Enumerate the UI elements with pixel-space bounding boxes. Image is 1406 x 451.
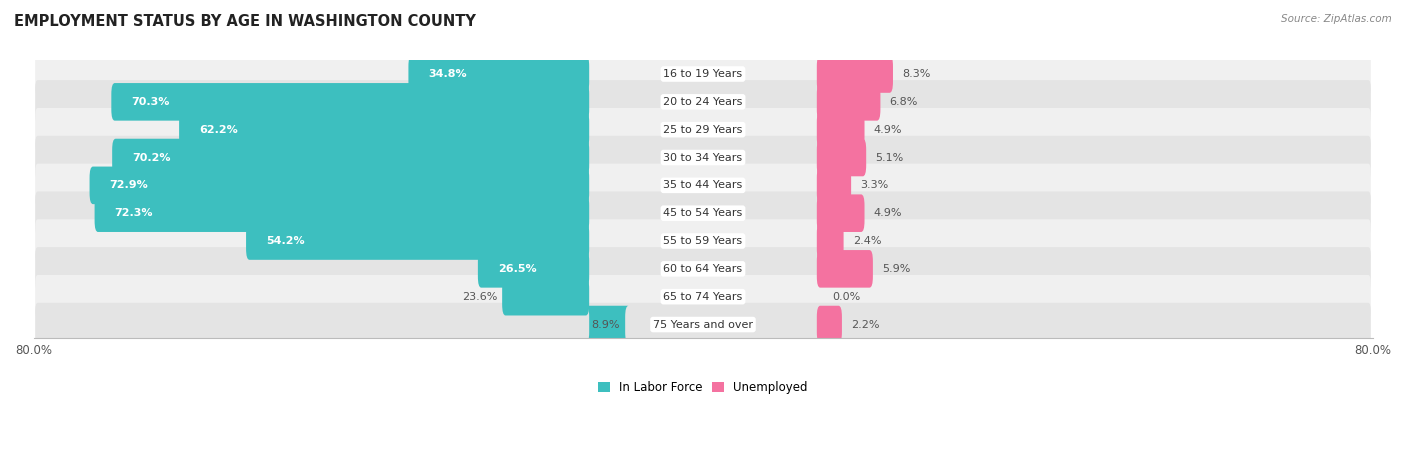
Text: Source: ZipAtlas.com: Source: ZipAtlas.com <box>1281 14 1392 23</box>
FancyBboxPatch shape <box>817 166 851 204</box>
Text: 62.2%: 62.2% <box>200 124 238 135</box>
Text: 70.2%: 70.2% <box>132 152 170 162</box>
FancyBboxPatch shape <box>817 111 865 148</box>
FancyBboxPatch shape <box>111 83 589 120</box>
Text: 55 to 59 Years: 55 to 59 Years <box>664 236 742 246</box>
FancyBboxPatch shape <box>817 194 865 232</box>
Text: 25 to 29 Years: 25 to 29 Years <box>664 124 742 135</box>
Text: 54.2%: 54.2% <box>266 236 305 246</box>
FancyBboxPatch shape <box>35 164 1371 207</box>
Text: 30 to 34 Years: 30 to 34 Years <box>664 152 742 162</box>
FancyBboxPatch shape <box>246 222 589 260</box>
Text: 2.2%: 2.2% <box>851 319 880 330</box>
FancyBboxPatch shape <box>179 111 589 148</box>
FancyBboxPatch shape <box>586 306 628 343</box>
FancyBboxPatch shape <box>35 219 1371 263</box>
FancyBboxPatch shape <box>817 250 873 288</box>
FancyBboxPatch shape <box>817 306 842 343</box>
FancyBboxPatch shape <box>502 278 589 316</box>
Text: 60 to 64 Years: 60 to 64 Years <box>664 264 742 274</box>
Text: 4.9%: 4.9% <box>873 124 903 135</box>
Text: EMPLOYMENT STATUS BY AGE IN WASHINGTON COUNTY: EMPLOYMENT STATUS BY AGE IN WASHINGTON C… <box>14 14 477 28</box>
Text: 45 to 54 Years: 45 to 54 Years <box>664 208 742 218</box>
FancyBboxPatch shape <box>35 303 1371 346</box>
FancyBboxPatch shape <box>35 80 1371 124</box>
Legend: In Labor Force, Unemployed: In Labor Force, Unemployed <box>598 381 808 394</box>
Text: 2.4%: 2.4% <box>853 236 882 246</box>
FancyBboxPatch shape <box>478 250 589 288</box>
Text: 0.0%: 0.0% <box>832 292 860 302</box>
FancyBboxPatch shape <box>112 139 589 176</box>
FancyBboxPatch shape <box>35 108 1371 152</box>
Text: 16 to 19 Years: 16 to 19 Years <box>664 69 742 79</box>
Text: 23.6%: 23.6% <box>461 292 498 302</box>
Text: 72.3%: 72.3% <box>115 208 153 218</box>
FancyBboxPatch shape <box>817 222 844 260</box>
Text: 5.9%: 5.9% <box>882 264 911 274</box>
FancyBboxPatch shape <box>817 139 866 176</box>
Text: 20 to 24 Years: 20 to 24 Years <box>664 97 742 107</box>
Text: 4.9%: 4.9% <box>873 208 903 218</box>
FancyBboxPatch shape <box>35 136 1371 179</box>
Text: 8.3%: 8.3% <box>903 69 931 79</box>
Text: 6.8%: 6.8% <box>890 97 918 107</box>
FancyBboxPatch shape <box>35 192 1371 235</box>
FancyBboxPatch shape <box>35 247 1371 290</box>
Text: 70.3%: 70.3% <box>131 97 170 107</box>
Text: 75 Years and over: 75 Years and over <box>652 319 754 330</box>
Text: 35 to 44 Years: 35 to 44 Years <box>664 180 742 190</box>
FancyBboxPatch shape <box>35 52 1371 96</box>
FancyBboxPatch shape <box>94 194 589 232</box>
Text: 34.8%: 34.8% <box>429 69 467 79</box>
Text: 8.9%: 8.9% <box>592 319 620 330</box>
Text: 5.1%: 5.1% <box>876 152 904 162</box>
FancyBboxPatch shape <box>408 55 589 93</box>
FancyBboxPatch shape <box>817 83 880 120</box>
Text: 26.5%: 26.5% <box>498 264 537 274</box>
FancyBboxPatch shape <box>35 275 1371 318</box>
Text: 72.9%: 72.9% <box>110 180 149 190</box>
Text: 3.3%: 3.3% <box>860 180 889 190</box>
Text: 65 to 74 Years: 65 to 74 Years <box>664 292 742 302</box>
FancyBboxPatch shape <box>817 55 893 93</box>
FancyBboxPatch shape <box>90 166 589 204</box>
